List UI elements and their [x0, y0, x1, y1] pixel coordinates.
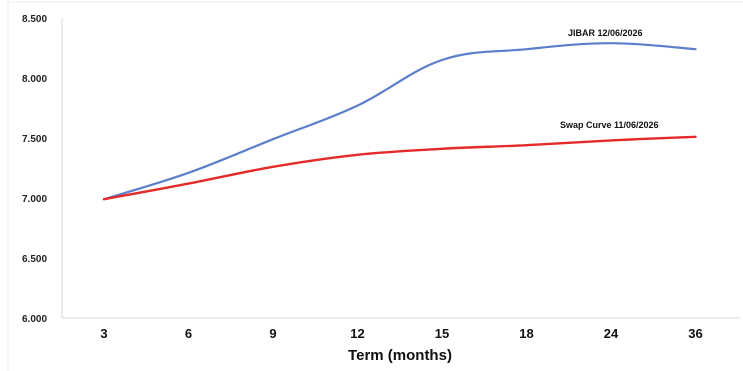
y-tick-label: 7.500 [22, 134, 47, 145]
swap-curve-series-label: Swap Curve 11/06/2026 [560, 120, 659, 130]
x-tick-labels: 3 6 9 12 15 18 24 36 [100, 326, 702, 341]
series-labels: JIBAR 12/06/2026 Swap Curve 11/06/2026 [560, 28, 659, 130]
x-tick-label: 3 [100, 326, 107, 341]
jibar-series-label: JIBAR 12/06/2026 [568, 28, 643, 38]
y-tick-label: 6.000 [22, 314, 47, 325]
x-tick-label: 36 [688, 326, 702, 341]
y-tick-labels: 6.000 6.500 7.000 7.500 8.000 8.500 [22, 14, 47, 325]
jibar-series-line [102, 42, 697, 201]
series-lines [102, 42, 697, 201]
x-tick-label: 9 [269, 326, 276, 341]
x-tick-label: 12 [350, 326, 364, 341]
y-tick-label: 8.500 [22, 14, 47, 25]
axes [7, 1, 743, 371]
y-tick-label: 8.000 [22, 74, 47, 85]
x-tick-label: 24 [604, 326, 619, 341]
x-axis-title: Term (months) [348, 347, 452, 364]
y-tick-label: 6.500 [22, 254, 47, 265]
x-tick-label: 18 [519, 326, 533, 341]
swap-curve-series-line [102, 135, 697, 201]
x-tick-label: 6 [185, 326, 192, 341]
y-tick-label: 7.000 [22, 194, 47, 205]
x-tick-label: 15 [435, 326, 449, 341]
